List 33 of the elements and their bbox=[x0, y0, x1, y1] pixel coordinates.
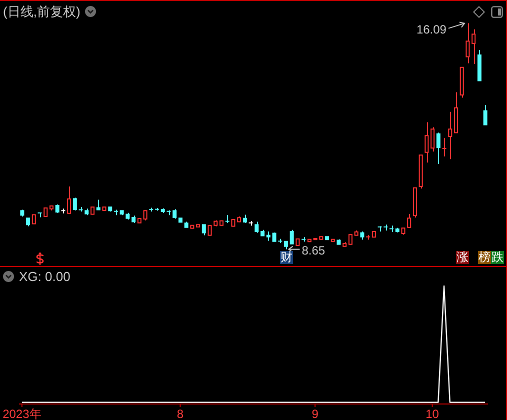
candlestick bbox=[472, 28, 476, 64]
chart-title: (日线,前复权) bbox=[3, 4, 80, 19]
annotation: 8.65 bbox=[302, 243, 326, 258]
text: 涨 bbox=[456, 250, 469, 264]
candlestick bbox=[407, 214, 412, 228]
x-tick-label: 2023年 bbox=[2, 407, 42, 420]
candlestick bbox=[172, 208, 177, 220]
x-tick-label: 10 bbox=[426, 407, 440, 420]
candlestick bbox=[466, 22, 470, 64]
candlestick bbox=[436, 132, 440, 164]
candlestick bbox=[448, 111, 452, 160]
candlestick bbox=[67, 186, 72, 214]
text: 榜 bbox=[478, 250, 491, 264]
candlestick bbox=[254, 221, 259, 234]
annotation: 16.09 bbox=[416, 22, 447, 36]
x-tick-label: 9 bbox=[312, 407, 319, 420]
candlestick bbox=[72, 197, 77, 211]
candlestick bbox=[202, 224, 206, 236]
candlestick bbox=[424, 122, 429, 164]
chart-title: XG: 0.00 bbox=[19, 269, 70, 284]
candlestick bbox=[483, 104, 488, 126]
candlestick bbox=[290, 229, 294, 244]
candlestick bbox=[442, 138, 447, 157]
x-tick-label: 8 bbox=[176, 407, 184, 420]
text: 财 bbox=[280, 250, 293, 264]
candlestick bbox=[143, 210, 148, 221]
candlestick bbox=[430, 126, 435, 152]
text: 跌 bbox=[491, 250, 504, 264]
candlestick bbox=[224, 214, 230, 224]
candlestick bbox=[32, 214, 36, 224]
candlestick bbox=[96, 199, 100, 210]
candlestick bbox=[266, 230, 270, 242]
candlestick bbox=[348, 234, 352, 245]
